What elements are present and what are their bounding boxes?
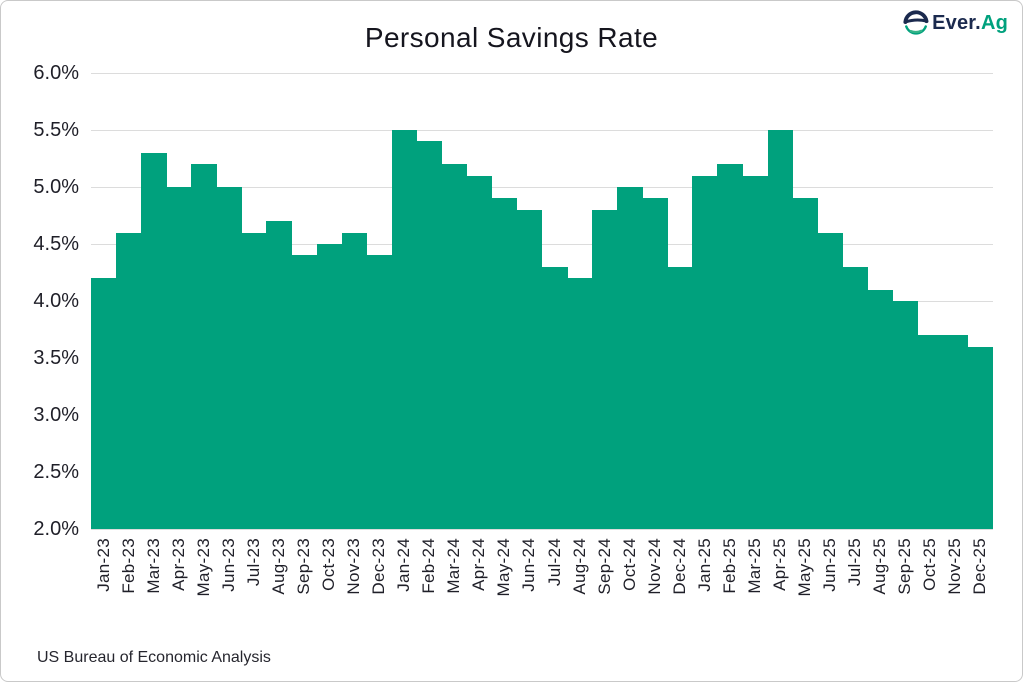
chart-bar: [917, 335, 944, 529]
y-tick-label: 2.5%: [33, 461, 79, 483]
chart-bar: [667, 266, 693, 529]
gridline: [91, 187, 993, 188]
chart-bar: [867, 289, 894, 529]
x-tick-label: Nov-25: [945, 538, 965, 595]
source-note: US Bureau of Economic Analysis: [37, 649, 271, 666]
chart-bar: [466, 175, 493, 529]
x-tick-label: Aug-24: [569, 538, 589, 595]
y-tick-label: 6.0%: [33, 62, 79, 84]
x-tick-label: Oct-24: [619, 538, 639, 591]
x-tick-label: Feb-23: [118, 538, 138, 594]
chart-bar: [291, 255, 317, 529]
x-tick-label: Dec-24: [669, 538, 689, 595]
y-tick-label: 2.0%: [33, 518, 79, 540]
chart-bar: [266, 221, 292, 529]
x-tick-label: Nov-24: [644, 538, 664, 595]
x-tick-label: Sep-23: [293, 538, 313, 595]
x-tick-label: Jun-25: [820, 538, 840, 592]
ever-ag-logo: Ever.Ag: [903, 10, 1008, 36]
ever-ag-globe-icon: [903, 10, 929, 35]
x-tick-label: Feb-25: [719, 538, 739, 594]
y-tick-label: 4.5%: [33, 233, 79, 255]
chart-bar: [942, 335, 969, 529]
y-tick-label: 5.5%: [33, 119, 79, 141]
chart-bar: [742, 175, 768, 529]
chart-bar: [366, 255, 393, 529]
chart-bar: [967, 346, 994, 529]
x-tick-label: Oct-25: [920, 538, 940, 591]
x-tick-label: Jul-23: [243, 538, 263, 587]
x-tick-label: Sep-25: [895, 538, 915, 595]
chart-bar: [416, 141, 443, 529]
y-tick-label: 3.0%: [33, 404, 79, 426]
chart-bar: [166, 187, 192, 529]
x-tick-label: Jul-25: [845, 538, 865, 587]
chart-bar: [191, 164, 217, 529]
chart-bar: [91, 278, 117, 529]
x-tick-label: Apr-25: [770, 538, 790, 591]
chart-bar: [491, 198, 518, 529]
gridline: [91, 130, 993, 131]
x-tick-label: May-25: [795, 538, 815, 597]
chart-bar: [241, 232, 267, 529]
chart-bar: [316, 244, 343, 529]
chart-bar: [516, 209, 543, 529]
x-tick-label: Oct-23: [319, 538, 339, 591]
y-tick-label: 3.5%: [33, 347, 79, 369]
logo-text-ever: Ever.: [932, 11, 981, 34]
chart-bar: [141, 152, 167, 529]
x-tick-label: Sep-24: [594, 538, 614, 595]
chart-bar: [617, 187, 643, 529]
plot-area: [91, 73, 994, 530]
chart-bar: [542, 266, 568, 529]
chart-bar: [792, 198, 819, 529]
x-tick-label: May-24: [494, 538, 514, 597]
chart-title: Personal Savings Rate: [364, 22, 659, 53]
x-tick-label: Jul-24: [544, 538, 564, 587]
gridline: [91, 73, 993, 74]
x-tick-label: Jun-24: [519, 538, 539, 592]
chart-bar: [842, 266, 869, 529]
x-tick-label: Mar-23: [143, 538, 163, 594]
x-tick-label: Mar-25: [744, 538, 764, 594]
chart-bar: [717, 164, 743, 529]
x-tick-label: Apr-24: [469, 538, 489, 591]
chart-bar: [642, 198, 668, 529]
logo-text: Ever.Ag: [932, 12, 1008, 35]
chart-bar: [817, 232, 844, 529]
chart-bar: [567, 278, 593, 529]
chart-bar: [767, 130, 794, 529]
chart-bar: [441, 164, 468, 529]
x-tick-label: Mar-24: [444, 538, 464, 594]
chart-bar: [892, 301, 919, 529]
chart-bar: [116, 232, 142, 529]
x-tick-label: Nov-23: [344, 538, 364, 595]
chart-bar: [692, 175, 718, 529]
chart-bar: [216, 187, 242, 529]
x-tick-label: Aug-23: [268, 538, 288, 595]
x-tick-label: Aug-25: [870, 538, 890, 595]
x-tick-label: Jan-24: [394, 538, 414, 592]
x-tick-label: Jun-23: [218, 538, 238, 592]
x-tick-label: Jan-25: [694, 538, 714, 592]
x-tick-label: Dec-23: [369, 538, 389, 595]
x-tick-label: Jan-23: [93, 538, 113, 592]
x-tick-label: May-23: [193, 538, 213, 597]
chart-bar: [592, 209, 618, 529]
x-tick-label: Feb-24: [419, 538, 439, 594]
chart-bar: [391, 130, 418, 529]
y-tick-label: 4.0%: [33, 290, 79, 312]
gridline: [91, 529, 993, 530]
chart-bar: [341, 232, 368, 529]
logo-text-ag: Ag: [980, 11, 1008, 34]
x-tick-label: Dec-25: [970, 538, 990, 595]
y-tick-label: 5.0%: [33, 176, 79, 198]
x-tick-label: Apr-23: [168, 538, 188, 591]
